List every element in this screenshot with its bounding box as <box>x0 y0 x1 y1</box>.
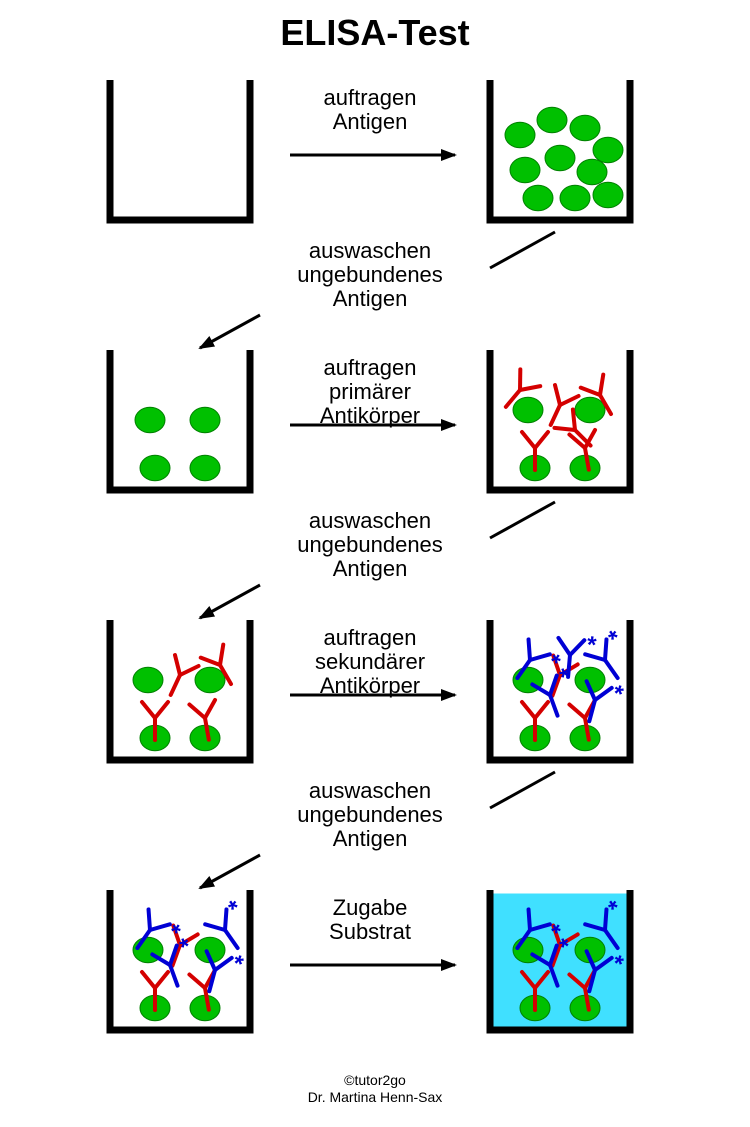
step-label: Antigen <box>333 556 408 581</box>
step-label: auswaschen <box>309 778 431 803</box>
step-label: auswaschen <box>309 508 431 533</box>
step-label: Antigen <box>333 826 408 851</box>
well-w2 <box>490 80 630 220</box>
well-w3 <box>110 350 250 490</box>
arrow-diag <box>200 315 260 348</box>
step-label: ungebundenes <box>297 532 443 557</box>
step-label: auftragen <box>324 625 417 650</box>
step-label: Antigen <box>333 286 408 311</box>
well-w6: ***** <box>490 620 639 760</box>
svg-text:*: * <box>610 680 627 709</box>
well-w7: **** <box>110 890 259 1030</box>
well-w4 <box>490 350 630 490</box>
step-label: Substrat <box>329 919 411 944</box>
arrow-diag <box>200 855 260 888</box>
credit-line: ©tutor2go <box>344 1072 406 1088</box>
elisa-diagram: ELISA-Test*************auftragenAntigena… <box>0 0 750 1127</box>
svg-text:*: * <box>586 631 598 659</box>
step-label: auswaschen <box>309 238 431 263</box>
step-label: Zugabe <box>333 895 408 920</box>
step-label: auftragen <box>324 355 417 380</box>
connector-line <box>490 772 555 808</box>
step-label: auftragen <box>324 85 417 110</box>
well-w8: **** <box>490 890 639 1030</box>
well-w5 <box>110 620 250 760</box>
connector-line <box>490 502 555 538</box>
well-w1 <box>110 80 250 220</box>
step-label: Antigen <box>333 109 408 134</box>
svg-text:*: * <box>230 950 247 979</box>
page-title: ELISA-Test <box>280 12 469 53</box>
credit-line: Dr. Martina Henn-Sax <box>308 1089 443 1105</box>
step-label: primärer <box>329 379 411 404</box>
step-label: ungebundenes <box>297 802 443 827</box>
connector-line <box>490 232 555 268</box>
step-label: ungebundenes <box>297 262 443 287</box>
arrow-diag <box>200 585 260 618</box>
step-label: sekundärer <box>315 649 425 674</box>
